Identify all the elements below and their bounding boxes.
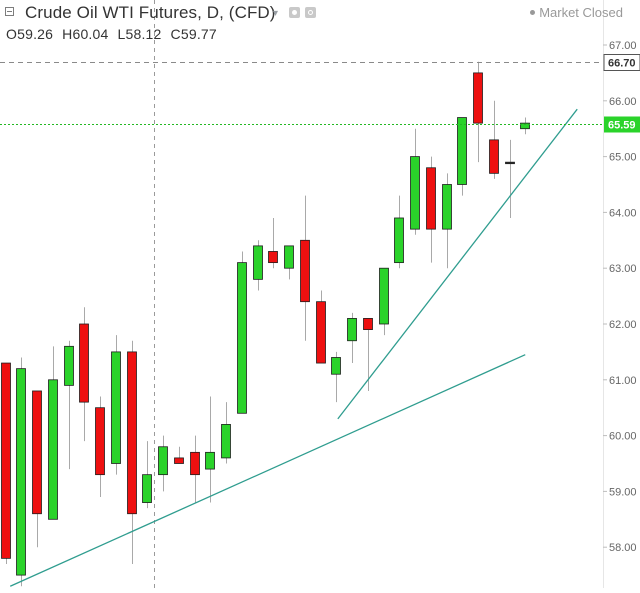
trendline-1[interactable] <box>9 354 526 587</box>
candle-up[interactable] <box>237 262 247 414</box>
candle-down[interactable] <box>363 318 373 330</box>
candle-down[interactable] <box>316 301 326 364</box>
axis-tick-label: 58.00 <box>609 542 637 554</box>
candle-down[interactable] <box>426 167 436 230</box>
market-status: Market Closed <box>530 5 623 20</box>
axis-tick-label: 64.00 <box>609 207 637 219</box>
candle-down[interactable] <box>190 451 200 476</box>
ohlc-high-value: 60.04 <box>72 26 109 42</box>
axis-tick-label: 66.00 <box>609 96 637 108</box>
eye-icon[interactable] <box>289 7 300 18</box>
chevron-down-icon[interactable]: ▾ <box>273 8 279 19</box>
trendlines <box>9 108 578 587</box>
axis-tick-label: 63.00 <box>609 263 637 275</box>
candle-down[interactable] <box>1 362 11 559</box>
candle-up[interactable] <box>505 161 515 165</box>
collapse-icon[interactable] <box>5 7 14 16</box>
candle-up[interactable] <box>158 446 168 476</box>
symbol-title[interactable]: Crude Oil WTI Futures, D, (CFD) <box>25 3 276 22</box>
high-price-label: 66.70 <box>608 58 636 70</box>
high-price-badge <box>603 54 640 71</box>
ohlc-low-key: L <box>117 26 126 42</box>
ohlc-low-value: 58.12 <box>125 26 162 42</box>
last-price-label: 65.59 <box>608 120 636 132</box>
candle-up[interactable] <box>142 474 152 503</box>
axis-tick-label: 61.00 <box>609 375 637 387</box>
candle-down[interactable] <box>473 72 483 124</box>
chart-header: Crude Oil WTI Futures, D, (CFD) ▾ Market… <box>0 0 640 50</box>
ohlc-high-key: H <box>62 26 73 42</box>
ohlc-readout: O59.26 H60.04 L58.12 C59.77 <box>6 26 226 42</box>
candle-up[interactable] <box>379 267 389 325</box>
axis-tick-label: 60.00 <box>609 431 637 443</box>
market-status-label: Market Closed <box>539 5 623 20</box>
ohlc-open-key: O <box>6 26 18 42</box>
axis-tick-label: 65.00 <box>609 152 637 164</box>
candle-up[interactable] <box>394 217 404 264</box>
candle-down[interactable] <box>127 351 137 515</box>
candle-up[interactable] <box>347 318 357 342</box>
candle-up[interactable] <box>253 245 263 280</box>
candle-up[interactable] <box>284 245 294 269</box>
candle-bodies <box>1 72 530 576</box>
candle-down[interactable] <box>300 239 310 303</box>
price-lines <box>0 62 603 125</box>
ohlc-close-key: C <box>170 26 181 42</box>
candle-up[interactable] <box>331 357 341 375</box>
candle-down[interactable] <box>489 139 499 174</box>
candle-up[interactable] <box>221 424 231 459</box>
ohlc-close-value: 59.77 <box>180 26 217 42</box>
candle-up[interactable] <box>64 345 74 386</box>
candle-up[interactable] <box>410 156 420 230</box>
axis-tick-label: 67.00 <box>609 40 637 52</box>
status-dot-icon <box>530 10 536 16</box>
ohlc-open-value: 59.26 <box>17 26 54 42</box>
axis-tick-label: 59.00 <box>609 486 637 498</box>
gear-icon[interactable] <box>305 7 316 18</box>
candle-up[interactable] <box>205 451 215 470</box>
candle-down[interactable] <box>32 390 42 515</box>
candle-up[interactable] <box>520 122 530 130</box>
candle-up[interactable] <box>111 351 121 464</box>
candle-up[interactable] <box>442 184 452 230</box>
candle-down[interactable] <box>174 457 184 464</box>
candle-down[interactable] <box>79 323 89 403</box>
trendline-2[interactable] <box>337 108 578 420</box>
candle-up[interactable] <box>16 368 26 576</box>
price-axis[interactable]: 58.00 59.00 60.00 61.00 62.00 63.00 64.00 65.00… <box>603 0 640 588</box>
candle-up[interactable] <box>48 379 58 520</box>
last-price-badge <box>604 116 640 133</box>
candle-down[interactable] <box>268 251 278 264</box>
axis-tick-label: 62.00 <box>609 319 637 331</box>
candle-up[interactable] <box>457 117 467 185</box>
candle-down[interactable] <box>95 407 105 476</box>
